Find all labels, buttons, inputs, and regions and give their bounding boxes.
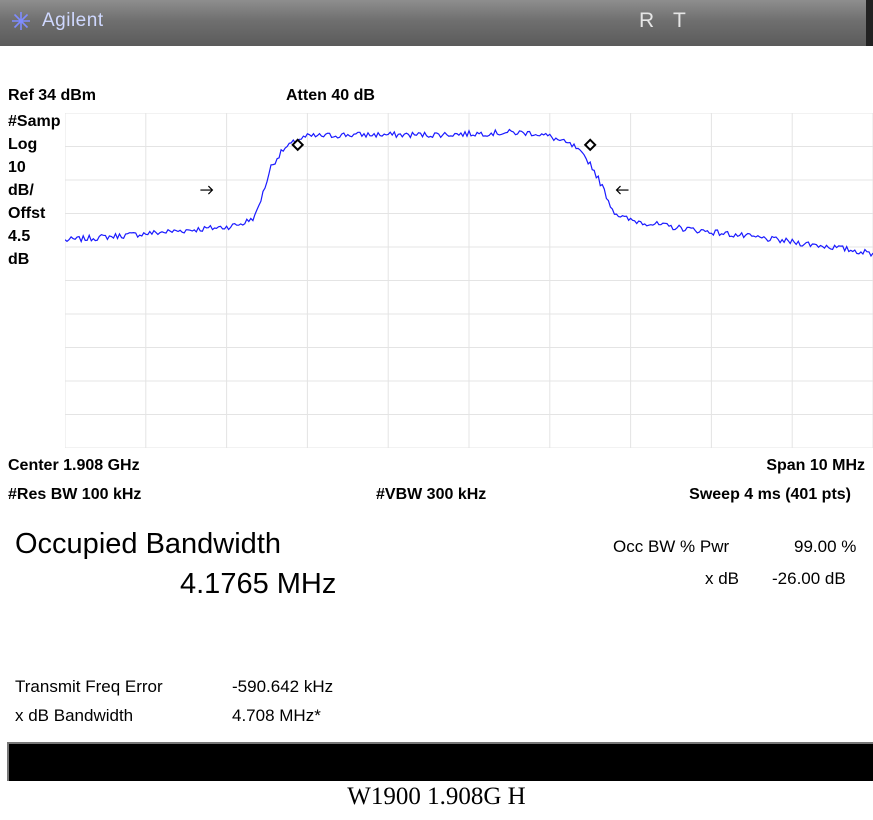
scale-label: Log [8,136,38,153]
result-title: Occupied Bandwidth [15,528,281,560]
scale-label: dB/ [8,182,34,199]
xdb-bandwidth-value: 4.708 MHz* [232,706,321,725]
occ-bw-pwr-value: 99.00 % [794,537,857,556]
arrow-left-icon [615,185,629,195]
xdb-label: x dB [705,569,740,588]
arrow-right-icon [200,185,214,195]
soft-key-bar [7,742,873,781]
status-trigger: T [673,9,686,32]
spectrum-plot [65,113,873,448]
occ-bw-pwr-label: Occ BW % Pwr [613,537,730,556]
resolution-bandwidth: #Res BW 100 kHz [8,486,142,503]
brand-name: Agilent [42,10,104,31]
occupied-bw-marker-icon [291,138,305,152]
screenshot-caption: W1900 1.908G H [347,783,526,810]
transmit-freq-error-label: Transmit Freq Error [15,677,163,696]
attenuation: Atten 40 dB [286,87,375,104]
center-frequency: Center 1.908 GHz [8,457,140,474]
plot-grid [65,113,873,448]
sweep-time: Sweep 4 ms (401 pts) [689,486,851,503]
marker-layer [200,138,629,195]
occupied-bw-marker-icon [583,138,597,152]
ref-level: Ref 34 dBm [8,87,97,104]
title-bar: Agilent R T [0,0,873,46]
scale-label: #Samp [8,113,61,130]
scale-label: 10 [8,159,26,176]
scale-label: 4.5 [8,228,31,245]
video-bandwidth: #VBW 300 kHz [376,486,487,503]
spectrum-trace [65,128,873,258]
scale-label: Offst [8,205,46,222]
trace-layer [65,128,873,258]
scale-label: dB [8,251,30,268]
xdb-bandwidth-label: x dB Bandwidth [15,706,134,725]
occupied-bandwidth-value: 4.1765 MHz [180,568,337,600]
xdb-value: -26.00 dB [772,569,846,588]
status-remote: R [639,9,655,32]
transmit-freq-error-value: -590.642 kHz [232,677,334,696]
span: Span 10 MHz [766,457,865,474]
agilent-spark-icon [12,12,30,30]
